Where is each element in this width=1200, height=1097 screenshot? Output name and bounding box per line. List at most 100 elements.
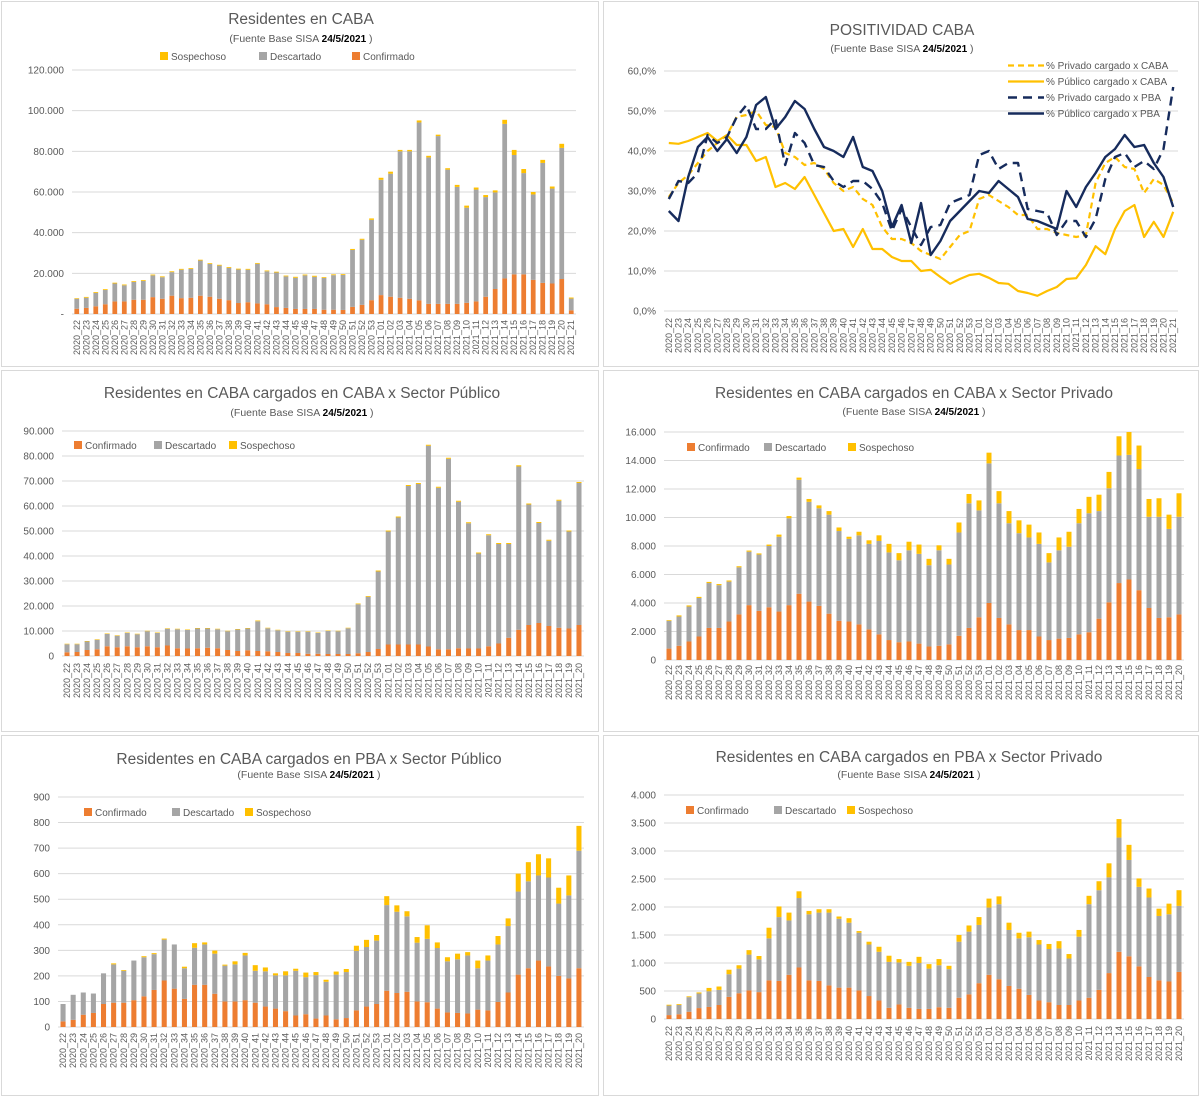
bar-sospechoso xyxy=(144,630,150,632)
bar-sospechoso xyxy=(285,631,291,632)
bar-descartado xyxy=(340,274,346,310)
bar-confirmado xyxy=(666,648,672,660)
bar-sospechoso xyxy=(435,486,441,488)
bar-sospechoso xyxy=(272,973,279,976)
x-tick-label: 2020_49 xyxy=(331,1033,341,1068)
x-tick-label: 2020_32 xyxy=(159,1033,169,1068)
y-tick-label: 70.000 xyxy=(23,477,54,488)
bar-descartado xyxy=(1016,533,1022,631)
bar-descartado xyxy=(836,531,842,621)
bar-confirmado xyxy=(1026,630,1032,660)
bar-sospechoso xyxy=(846,536,852,539)
bar-sospechoso xyxy=(444,957,450,962)
bar-sospechoso xyxy=(726,969,732,975)
bar-confirmado xyxy=(1036,636,1042,660)
bar-descartado xyxy=(826,514,832,614)
y-tick-label: 80.000 xyxy=(33,147,64,158)
bar-confirmado xyxy=(1066,637,1072,660)
bar-descartado xyxy=(424,938,430,1003)
x-tick-label: 2021_05 xyxy=(1013,318,1023,353)
bar-confirmado xyxy=(726,996,732,1019)
bar-sospechoso xyxy=(676,615,682,617)
bar-sospechoso xyxy=(856,531,862,536)
bar-sospechoso xyxy=(275,629,281,631)
bar-sospechoso xyxy=(756,553,762,555)
bar-descartado xyxy=(936,550,942,646)
x-tick-label: 2020_22 xyxy=(62,663,72,698)
x-tick-label: 2020_25 xyxy=(88,1033,98,1068)
bar-sospechoso xyxy=(511,149,517,155)
bar-confirmado xyxy=(1176,614,1182,660)
bar-confirmado xyxy=(445,649,451,656)
bar-sospechoso xyxy=(996,491,1002,504)
chart-caba-sector-publico: Residentes en CABA cargados en CABA x Se… xyxy=(23,385,584,698)
bar-confirmado xyxy=(225,650,231,656)
y-tick-label: 16.000 xyxy=(625,428,656,439)
bar-descartado xyxy=(736,567,742,615)
bar-sospechoso xyxy=(1146,498,1152,517)
bar-confirmado xyxy=(906,1007,912,1019)
bar-sospechoso xyxy=(716,986,722,990)
x-tick-label: 2020_43 xyxy=(868,318,878,353)
bar-confirmado xyxy=(559,279,565,314)
bar-confirmado xyxy=(93,306,99,314)
bar-descartado xyxy=(495,944,501,1002)
bar-confirmado xyxy=(576,625,582,656)
x-tick-label: 2020_22 xyxy=(72,320,82,355)
x-tick-label: 2020_50 xyxy=(944,665,954,700)
bar-sospechoso xyxy=(1096,881,1102,891)
bar-sospechoso xyxy=(464,205,470,208)
bar-confirmado xyxy=(202,984,208,1027)
x-tick-label: 2020_22 xyxy=(58,1033,68,1068)
bar-sospechoso xyxy=(1036,940,1042,945)
bar-confirmado xyxy=(369,300,374,314)
bar-descartado xyxy=(435,136,441,304)
x-tick-label: 2021_03 xyxy=(402,1033,412,1068)
bar-sospechoso xyxy=(1076,508,1082,524)
x-tick-label: 2021_14 xyxy=(1114,665,1124,700)
bar-confirmado xyxy=(333,1019,339,1027)
bar-sospechoso xyxy=(321,277,327,279)
x-tick-label: 2020_36 xyxy=(800,318,810,353)
bar-descartado xyxy=(535,875,542,961)
bar-sospechoso xyxy=(131,281,137,282)
x-tick-label: 2020_44 xyxy=(283,663,293,698)
bar-confirmado xyxy=(846,621,852,660)
bar-confirmado xyxy=(121,1002,127,1027)
x-tick-label: 2021_14 xyxy=(1114,1026,1124,1061)
x-tick-label: 2020_37 xyxy=(809,318,819,353)
bar-confirmado xyxy=(264,304,270,314)
x-tick-label: 2020_52 xyxy=(964,1026,974,1061)
bar-confirmado xyxy=(178,298,184,314)
x-tick-label: 2020_37 xyxy=(213,663,223,698)
bar-confirmado xyxy=(74,652,80,656)
bar-sospechoso xyxy=(359,238,365,240)
bar-sospechoso xyxy=(331,274,336,276)
bar-confirmado xyxy=(686,641,692,660)
x-tick-label: 2020_36 xyxy=(200,1033,210,1068)
x-tick-label: 2020_35 xyxy=(790,318,800,353)
bar-descartado xyxy=(536,523,542,623)
x-tick-label: 2021_06 xyxy=(1034,1026,1044,1061)
bar-confirmado xyxy=(435,303,441,314)
bar-descartado xyxy=(64,644,70,653)
x-tick-label: 2021_09 xyxy=(463,1033,473,1068)
bar-descartado xyxy=(926,565,932,647)
bar-descartado xyxy=(293,277,298,309)
bar-sospechoso xyxy=(353,945,359,951)
bar-descartado xyxy=(343,972,349,1019)
bar-descartado xyxy=(164,628,170,646)
bar-sospechoso xyxy=(154,632,160,633)
legend-swatch-descartado xyxy=(154,441,162,449)
bar-confirmado xyxy=(966,994,972,1019)
bar-sospechoso xyxy=(686,605,692,607)
bar-confirmado xyxy=(676,1014,682,1019)
x-tick-label: 2020_46 xyxy=(904,1026,914,1061)
bar-sospechoso xyxy=(485,955,491,961)
x-tick-label: 2021_20 xyxy=(1174,665,1184,700)
bar-confirmado xyxy=(222,1001,228,1027)
y-tick-label: - xyxy=(61,310,64,321)
bar-confirmado xyxy=(131,299,137,314)
bar-sospechoso xyxy=(335,630,341,632)
bar-confirmado xyxy=(936,1007,942,1019)
